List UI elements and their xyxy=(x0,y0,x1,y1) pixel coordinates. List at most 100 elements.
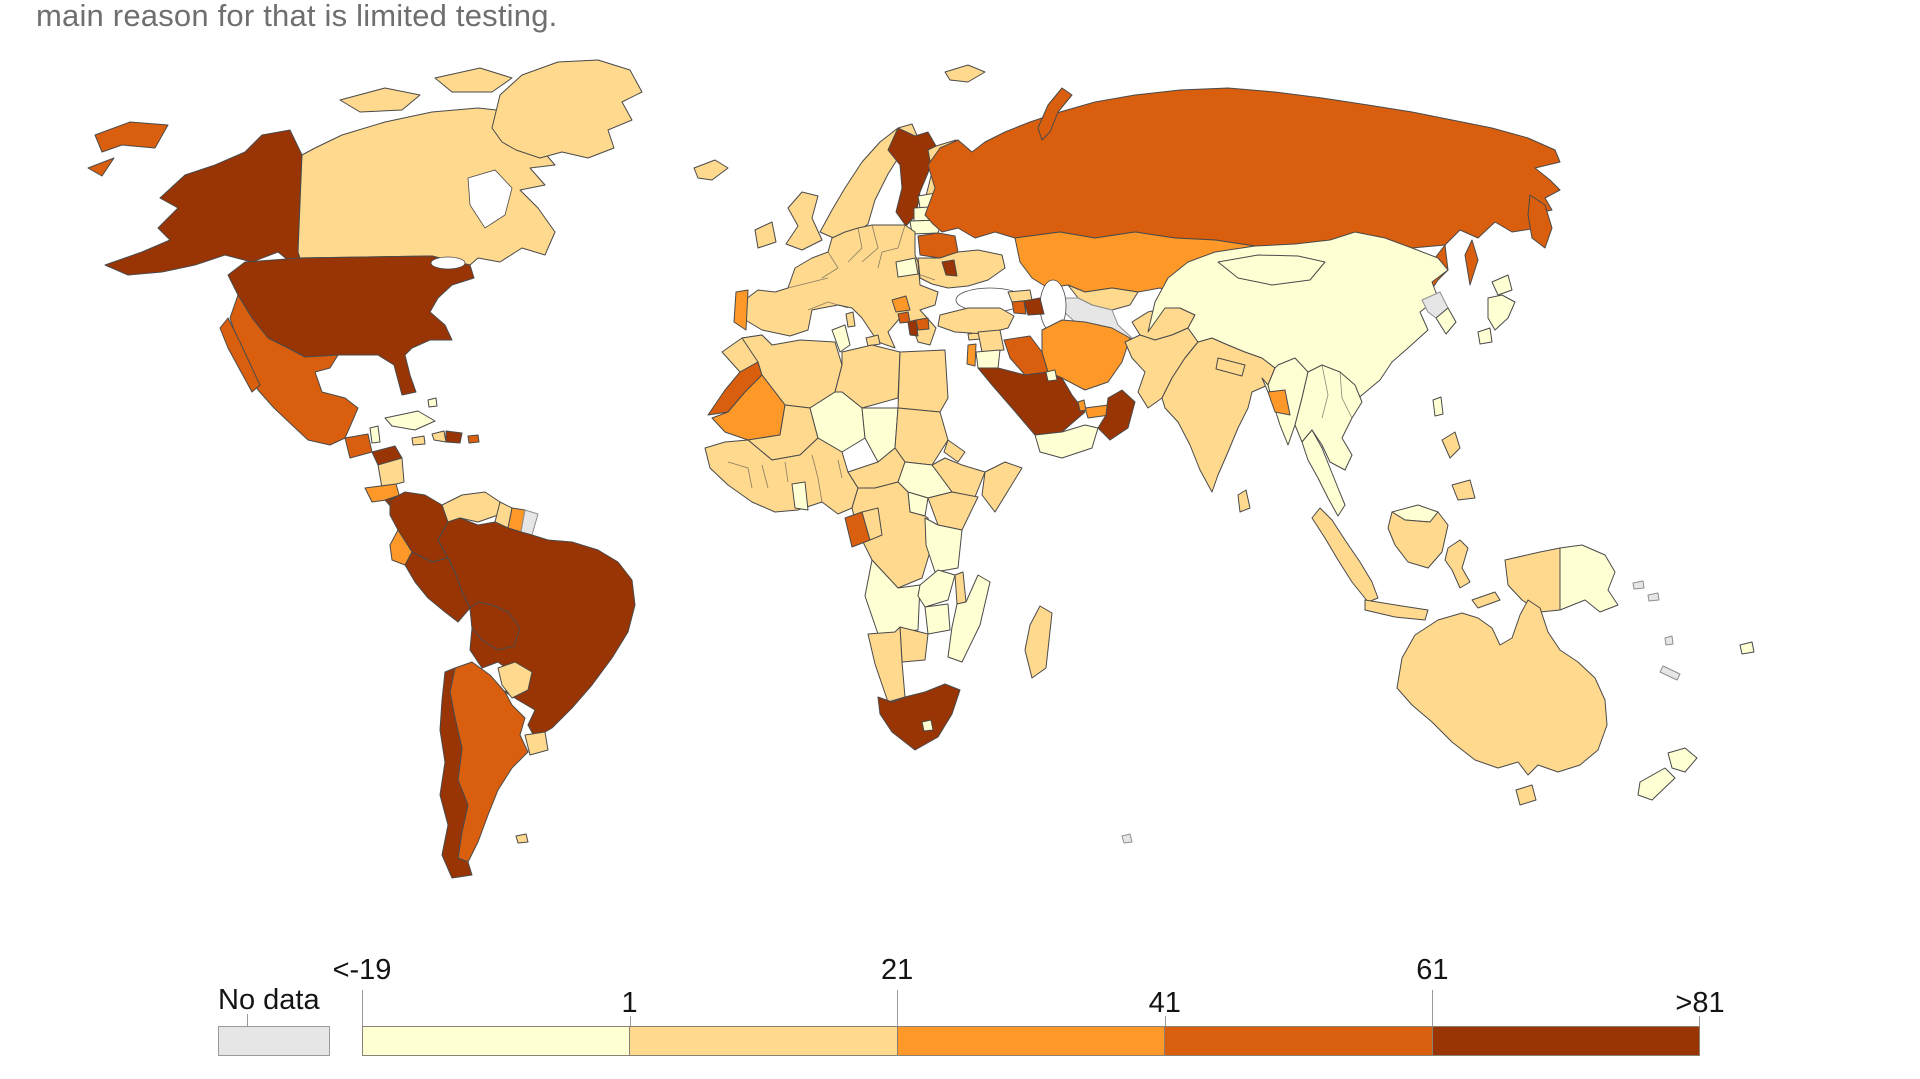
country-albania[interactable] xyxy=(907,319,919,337)
country-uruguay[interactable] xyxy=(524,731,549,756)
country-nicaragua[interactable] xyxy=(377,457,405,489)
indonesia-west-papua[interactable] xyxy=(1504,547,1561,613)
country-australia[interactable] xyxy=(1396,599,1608,776)
legend-no-data-swatch[interactable] xyxy=(218,1026,330,1056)
country-belize[interactable] xyxy=(369,425,381,444)
country-yemen[interactable] xyxy=(1034,424,1099,459)
country-cuba[interactable] xyxy=(384,410,436,431)
solomon-islands-2[interactable] xyxy=(1647,592,1660,602)
country-myanmar[interactable] xyxy=(1267,357,1309,446)
country-egypt[interactable] xyxy=(897,349,949,413)
country-south-korea[interactable] xyxy=(1435,307,1457,335)
russia-novaya-zemlya[interactable] xyxy=(1037,87,1073,141)
country-ukraine[interactable] xyxy=(917,249,1006,289)
country-syria[interactable] xyxy=(977,329,1005,353)
canada-arctic-island-1[interactable] xyxy=(339,87,421,113)
new-zealand-north-island[interactable] xyxy=(1667,747,1698,773)
country-taiwan[interactable] xyxy=(1432,396,1444,417)
kerguelen[interactable] xyxy=(1121,833,1133,844)
country-bahamas[interactable] xyxy=(427,397,438,408)
country-north-macedonia[interactable] xyxy=(915,317,930,331)
indonesia-timor[interactable] xyxy=(1471,591,1501,609)
country-puerto-rico[interactable] xyxy=(467,434,480,444)
new-zealand-south-island[interactable] xyxy=(1637,767,1676,801)
indonesia-sumatra[interactable] xyxy=(1311,507,1379,603)
legend-segment-5[interactable] xyxy=(1432,1027,1700,1055)
indonesia-java[interactable] xyxy=(1364,599,1429,621)
japan-honshu[interactable] xyxy=(1487,294,1516,331)
philippines-luzon[interactable] xyxy=(1441,431,1461,459)
country-kenya[interactable] xyxy=(927,491,979,531)
japan-kyushu[interactable] xyxy=(1477,327,1493,345)
indonesia-sulawesi[interactable] xyxy=(1444,539,1471,589)
country-united-kingdom[interactable] xyxy=(785,191,823,251)
philippines-mindanao[interactable] xyxy=(1451,479,1476,501)
country-bangladesh[interactable] xyxy=(1267,389,1291,416)
country-greenland[interactable] xyxy=(491,59,643,159)
country-nepal[interactable] xyxy=(1215,357,1246,377)
canada-arctic-island-2[interactable] xyxy=(434,67,513,93)
country-moldova[interactable] xyxy=(941,259,958,277)
svalbard[interactable] xyxy=(944,64,986,83)
japan-hokkaido[interactable] xyxy=(1491,274,1513,296)
country-portugal[interactable] xyxy=(733,289,749,331)
australia-tasmania[interactable] xyxy=(1515,784,1537,806)
country-niger[interactable] xyxy=(809,391,866,453)
country-azerbaijan[interactable] xyxy=(1023,297,1045,316)
new-caledonia[interactable] xyxy=(1659,665,1681,681)
country-lesotho[interactable] xyxy=(921,719,934,732)
sardinia[interactable] xyxy=(845,311,856,328)
country-canada[interactable] xyxy=(297,107,559,266)
country-russia-wrap-sliver[interactable] xyxy=(87,157,115,177)
country-mozambique[interactable] xyxy=(947,574,991,663)
russia-sakhalin[interactable] xyxy=(1464,239,1479,286)
country-south-africa[interactable] xyxy=(877,683,961,751)
country-angola[interactable] xyxy=(864,559,921,635)
country-kuwait[interactable] xyxy=(1045,369,1058,382)
country-zimbabwe[interactable] xyxy=(924,603,951,635)
country-chile[interactable] xyxy=(439,667,473,879)
country-turkey[interactable] xyxy=(937,307,1015,335)
country-tunisia[interactable] xyxy=(831,324,851,353)
country-mongolia[interactable] xyxy=(1217,254,1326,286)
country-madagascar[interactable] xyxy=(1024,605,1053,679)
country-iran[interactable] xyxy=(1041,319,1131,391)
country-namibia[interactable] xyxy=(867,626,906,703)
country-peru[interactable] xyxy=(404,551,471,623)
country-ghana[interactable] xyxy=(791,481,809,511)
country-sri-lanka[interactable] xyxy=(1237,489,1251,513)
country-russia-chukotka-wrap[interactable] xyxy=(94,121,169,153)
country-bolivia[interactable] xyxy=(469,601,521,651)
country-jamaica[interactable] xyxy=(411,435,426,446)
solomon-islands[interactable] xyxy=(1632,580,1645,590)
country-congo[interactable] xyxy=(861,507,883,541)
country-bosnia[interactable] xyxy=(891,295,911,313)
country-zambia[interactable] xyxy=(917,569,956,608)
country-fiji[interactable] xyxy=(1739,641,1755,655)
legend-color-bar[interactable] xyxy=(362,1026,1700,1056)
country-israel[interactable] xyxy=(966,343,977,367)
country-armenia[interactable] xyxy=(1011,300,1027,315)
country-papua-new-guinea[interactable] xyxy=(1559,544,1619,613)
legend-segment-2[interactable] xyxy=(630,1027,898,1055)
falkland-islands[interactable] xyxy=(515,833,529,844)
country-eritrea[interactable] xyxy=(943,439,966,463)
malay-peninsula[interactable] xyxy=(1301,429,1346,517)
country-qatar[interactable] xyxy=(1077,399,1087,412)
country-china[interactable] xyxy=(1147,231,1449,409)
country-oman[interactable] xyxy=(1097,389,1136,441)
country-somalia[interactable] xyxy=(981,461,1023,513)
indonesia-kalimantan[interactable] xyxy=(1387,511,1449,569)
vanuatu[interactable] xyxy=(1664,635,1674,646)
legend-segment-1[interactable] xyxy=(363,1027,631,1055)
sicily[interactable] xyxy=(865,334,881,347)
country-dominican-republic[interactable] xyxy=(445,430,463,444)
legend-segment-3[interactable] xyxy=(897,1027,1166,1055)
country-ireland[interactable] xyxy=(754,221,777,249)
country-paraguay[interactable] xyxy=(497,661,533,699)
mexico-baja[interactable] xyxy=(219,317,261,393)
country-tanzania[interactable] xyxy=(924,517,963,573)
country-iceland[interactable] xyxy=(693,159,729,181)
legend-segment-4[interactable] xyxy=(1165,1027,1433,1055)
russia-kamchatka[interactable] xyxy=(1527,194,1553,249)
